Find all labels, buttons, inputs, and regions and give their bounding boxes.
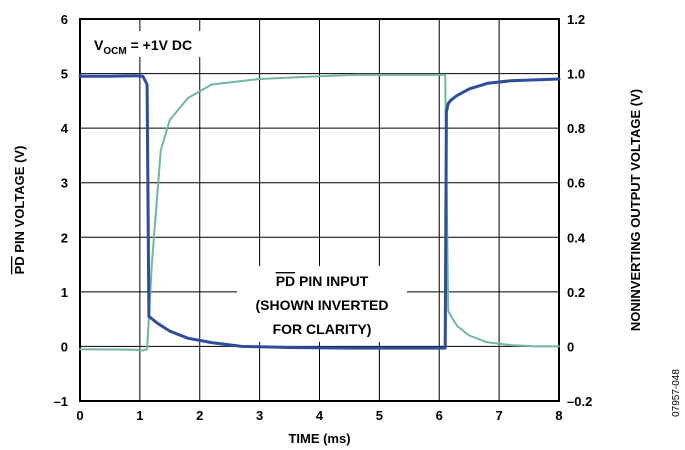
pd-annotation-line1-rest: PIN INPUT xyxy=(295,273,369,289)
y-left-tick-label: 5 xyxy=(61,67,68,82)
y-right-tick-label: 1.0 xyxy=(567,67,585,82)
x-tick-label: 8 xyxy=(555,408,562,423)
x-tick-label: 2 xyxy=(196,408,203,423)
y-right-tick-label: –0.2 xyxy=(567,394,592,409)
y-right-tick-label: 0.2 xyxy=(567,285,585,300)
y-left-tick-label: 3 xyxy=(61,176,68,191)
y-axis-left-label: PD PIN VOLTAGE (V) xyxy=(12,146,27,275)
y-left-tick-label: –1 xyxy=(54,394,68,409)
pd-annotation-line3: FOR CLARITY) xyxy=(273,321,372,337)
x-axis-label: TIME (ms) xyxy=(288,431,350,446)
x-tick-label: 0 xyxy=(76,408,83,423)
vocm-sub: OCM xyxy=(103,46,126,57)
x-tick-label: 6 xyxy=(436,408,443,423)
y-right-tick-label: 0.6 xyxy=(567,176,585,191)
y-left-tick-label: 4 xyxy=(61,121,69,136)
y-left-tick-label: 1 xyxy=(61,285,68,300)
tick-labels: 0 1 2 3 4 5 6 7 8 –1 0 1 2 3 4 5 6 –0.2 0 0.2 0.4 0.6 0.8 1.0 1.… xyxy=(54,12,593,423)
y-right-tick-label: 1.2 xyxy=(567,12,585,27)
y-right-tick-label: 0 xyxy=(567,339,574,354)
y-axis-left-label-rest: PIN VOLTAGE (V) xyxy=(12,146,27,257)
x-tick-label: 7 xyxy=(496,408,503,423)
x-tick-label: 1 xyxy=(136,408,143,423)
vocm-rest: = +1V DC xyxy=(127,37,192,53)
y-left-tick-label: 6 xyxy=(61,12,68,27)
vocm-annotation-background xyxy=(90,31,222,57)
x-tick-label: 5 xyxy=(376,408,383,423)
y-axis-left-label-overline: PD xyxy=(12,256,27,274)
x-tick-label: 4 xyxy=(316,408,324,423)
y-axis-right-label: NONINVERTING OUTPUT VOLTAGE (V) xyxy=(628,89,643,331)
pd-annotation-background xyxy=(237,266,407,342)
vocm-annotation: VOCM = +1V DC xyxy=(94,37,192,57)
pd-pin-voltage-line xyxy=(78,74,561,350)
vocm-main: V xyxy=(94,37,104,53)
series-group xyxy=(78,73,561,352)
pd-annotation-overline-text: PD xyxy=(276,273,295,289)
y-right-tick-label: 0.8 xyxy=(567,121,585,136)
plot-area-frame xyxy=(79,18,560,402)
pd-annotation-line1: PD PIN INPUT xyxy=(276,273,369,289)
grid-lines xyxy=(80,19,559,401)
y-right-tick-label: 0.4 xyxy=(567,230,586,245)
y-left-tick-label: 2 xyxy=(61,230,68,245)
pd-annotation-line2: (SHOWN INVERTED xyxy=(256,297,389,313)
figure-id: 07957-048 xyxy=(671,369,682,417)
y-left-tick-label: 0 xyxy=(61,339,68,354)
x-tick-label: 3 xyxy=(256,408,263,423)
